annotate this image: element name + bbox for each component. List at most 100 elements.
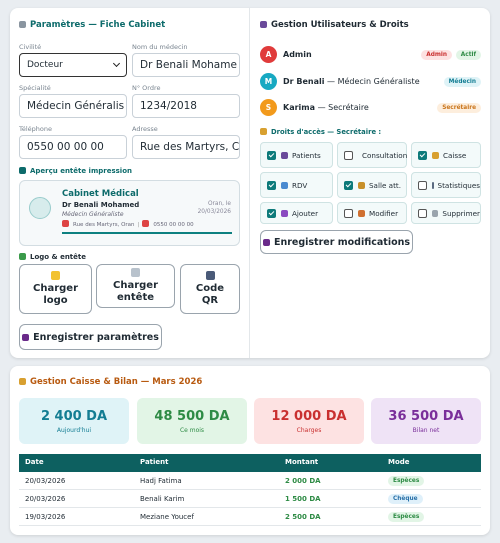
preview-label-text: Aperçu entête impression <box>30 167 132 175</box>
icon <box>260 128 267 135</box>
input-value: Rue des Martyrs, C <box>140 141 240 153</box>
stat-card: 12 000 DA Charges <box>254 398 364 444</box>
table-cell: 1 500 DA <box>285 495 321 503</box>
title-text: Gestion Utilisateurs & Droits <box>271 20 409 30</box>
table-row <box>19 472 481 490</box>
icon <box>432 209 439 217</box>
text-input[interactable]: 0550 00 00 00 <box>19 135 127 159</box>
badge: Admin <box>421 50 452 60</box>
checkbox[interactable] <box>344 180 353 190</box>
check-mark <box>419 151 426 157</box>
table-cell: Hadj Fatima <box>140 477 182 485</box>
preview-name: Cabinet Médical <box>62 189 139 199</box>
permission[interactable]: Patients <box>260 142 333 168</box>
user-name: Admin <box>283 50 312 59</box>
icon <box>62 220 69 227</box>
input-value: Docteur <box>27 60 63 70</box>
icon <box>281 209 288 217</box>
checkbox[interactable] <box>267 150 276 160</box>
rights-title-text: Droits d'accès — Secrétaire : <box>271 128 382 136</box>
save-settings-button[interactable]: Enregistrer paramètres <box>19 324 162 350</box>
icon <box>19 21 26 28</box>
stat-label: Charges <box>296 426 322 434</box>
stat-label: Ce mois <box>179 426 205 434</box>
preview-specialty: Médecin Généraliste <box>62 211 124 218</box>
badge: Secrétaire <box>437 103 481 113</box>
permission[interactable]: Ajouter <box>260 202 333 224</box>
checkbox[interactable] <box>344 150 353 160</box>
permission-label: Patients <box>292 150 321 160</box>
permission[interactable]: Modifier <box>337 202 407 224</box>
user-name: Karima — Secrétaire <box>283 103 369 112</box>
text-input[interactable]: Rue des Martyrs, C <box>132 135 240 159</box>
user-name-text: Dr Benali <box>283 76 325 86</box>
preview-rule <box>62 232 232 234</box>
save-rights-button[interactable]: Enregistrer modifications <box>260 230 413 254</box>
check-mark <box>345 181 352 187</box>
input-value: 0550 00 00 00 <box>27 141 104 153</box>
permission[interactable]: Caisse <box>411 142 481 168</box>
avatar: S <box>260 99 277 116</box>
upload-button[interactable]: Code QR <box>180 264 240 314</box>
checkbox[interactable] <box>418 180 427 190</box>
check-mark <box>268 209 275 215</box>
field-label: N° Ordre <box>132 84 161 92</box>
button-icon <box>131 268 140 277</box>
select[interactable]: Docteur <box>19 53 127 77</box>
preview-box: Cabinet Médical Dr Benali Mohamed Médecin … <box>19 180 240 246</box>
text-input[interactable]: Médecin Généralis <box>19 94 127 118</box>
table-row <box>19 508 481 526</box>
cash-card <box>10 366 490 535</box>
button-text: Code QR <box>195 283 225 306</box>
permission-label: RDV <box>292 180 308 190</box>
permission[interactable]: Statistiques <box>411 172 481 198</box>
permission[interactable]: Salle att. <box>337 172 407 198</box>
icon <box>432 181 434 189</box>
button-icon <box>51 271 60 280</box>
payment-badge: Espèces <box>388 476 425 486</box>
permission[interactable]: RDV <box>260 172 333 198</box>
permission-label: Ajouter <box>292 208 319 218</box>
table-row <box>19 490 481 508</box>
rights-title: Droits d'accès — Secrétaire : <box>260 128 381 136</box>
icon <box>432 151 439 159</box>
payment-badge: Espèces <box>388 512 425 522</box>
table-cell: 2 000 DA <box>285 477 321 485</box>
stat-value: 12 000 DA <box>271 408 347 424</box>
checkbox[interactable] <box>418 208 427 218</box>
permission[interactable]: Supprimer <box>411 202 481 224</box>
preview-phone: 0550 00 00 00 <box>153 222 194 228</box>
table-cell: 19/03/2026 <box>25 513 66 521</box>
icon <box>358 209 365 217</box>
user-name-text: Admin <box>283 50 312 59</box>
text-input[interactable]: 1234/2018 <box>132 94 240 118</box>
checkbox[interactable] <box>267 180 276 190</box>
icon <box>262 238 270 246</box>
table-cell: Benali Karim <box>140 495 185 503</box>
avatar: A <box>260 46 277 63</box>
text-input[interactable]: Dr Benali Mohame <box>132 53 240 77</box>
checkbox[interactable] <box>418 150 427 160</box>
badge: Médecin <box>443 76 481 87</box>
preview-date: 20/03/2026 <box>197 209 231 215</box>
permission-label: Statistiques <box>437 180 480 190</box>
logo-title-text: Logo & entête <box>30 253 86 261</box>
user-role: — Secrétaire <box>317 103 369 112</box>
checkbox[interactable] <box>267 208 276 218</box>
upload-button[interactable]: Charger logo <box>19 264 92 314</box>
separator: | <box>137 222 140 228</box>
permission[interactable]: Consultation <box>337 142 407 168</box>
chevron <box>112 59 121 68</box>
icon <box>19 167 26 174</box>
icon <box>19 253 26 260</box>
checkbox[interactable] <box>344 208 353 218</box>
field-label: Nom du médecin <box>132 43 188 51</box>
upload-button[interactable]: Charger entête <box>96 264 175 308</box>
user-name: Dr Benali — Médecin Généraliste <box>283 77 420 86</box>
title-text: Paramètres — Fiche Cabinet <box>30 20 166 30</box>
icon <box>22 333 30 341</box>
button-text: Enregistrer modifications <box>273 236 411 248</box>
table-cell: Meziane Youcef <box>140 513 194 521</box>
stat-card: 48 500 DA Ce mois <box>137 398 247 444</box>
input-value: Dr Benali Mohame <box>140 59 237 71</box>
